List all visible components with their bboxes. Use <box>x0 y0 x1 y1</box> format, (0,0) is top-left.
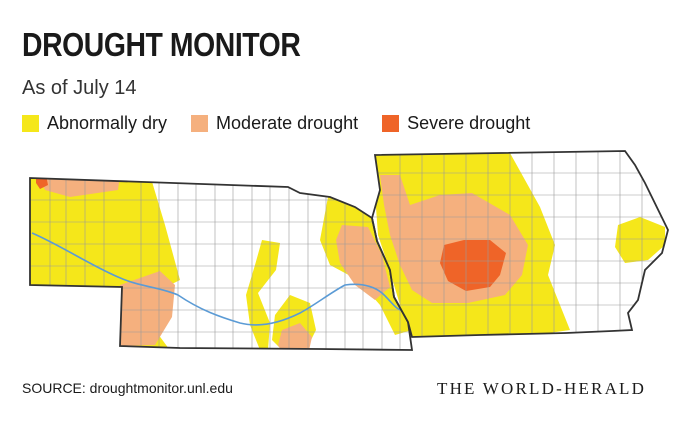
moderate-drought-area <box>120 271 175 346</box>
county-lines <box>372 151 668 337</box>
map-subtitle: As of July 14 <box>22 77 137 99</box>
severe-drought-area <box>36 178 48 189</box>
legend-item-abnormally-dry: Abnormally dry <box>22 113 167 134</box>
iowa-border <box>371 150 669 338</box>
nebraska-state <box>29 177 414 351</box>
drought-map <box>29 150 669 351</box>
legend-label: Abnormally dry <box>47 113 168 133</box>
map-title: DROUGHT MONITOR <box>22 26 301 63</box>
platte-river <box>31 232 403 326</box>
publisher-logo: THE WORLD-HERALD <box>437 379 647 398</box>
legend-swatch <box>191 115 209 132</box>
county-lines <box>30 178 410 350</box>
source-note: SOURCE: droughtmonitor.unl.edu <box>22 380 233 396</box>
abnormally-dry-area <box>615 217 665 263</box>
legend-item-moderate-drought: Moderate drought <box>191 113 358 134</box>
legend-swatch <box>22 115 39 132</box>
severe-drought-area <box>440 240 506 291</box>
legend-item-severe-drought: Severe drought <box>382 113 530 134</box>
abnormally-dry-area <box>246 240 280 350</box>
legend-label: Moderate drought <box>216 113 359 133</box>
iowa-state <box>371 150 669 338</box>
legend-swatch <box>382 115 400 132</box>
legend-label: Severe drought <box>407 113 531 133</box>
legend: Abnormally dry Moderate drought Severe d… <box>22 113 554 134</box>
